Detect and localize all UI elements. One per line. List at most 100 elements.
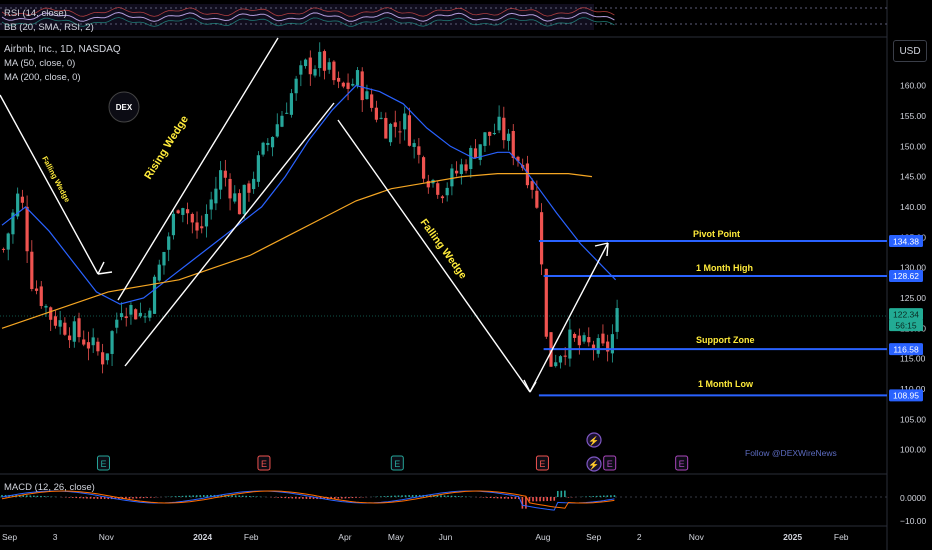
macd-histogram-bar (546, 497, 548, 502)
macd-tick-zero: 0.0000 (900, 493, 926, 503)
candle-body (185, 209, 190, 214)
earnings-icon[interactable] (96, 455, 110, 471)
month-high-label: 1 Month High (696, 263, 753, 273)
candle-body (455, 170, 459, 174)
macd-tick-neg: −10.00 (900, 516, 927, 526)
candle-body (421, 157, 426, 179)
month-low-label: 1 Month Low (698, 379, 754, 389)
currency-selector[interactable]: USD (893, 40, 927, 62)
macd-histogram-bar (610, 495, 612, 497)
candle-body (280, 115, 284, 127)
macd-histogram-bar (249, 496, 251, 497)
macd-histogram-bar (379, 496, 382, 497)
macd-histogram-bar (100, 497, 102, 499)
macd-pane (0, 490, 887, 511)
lightning-icon[interactable] (586, 432, 602, 448)
earnings-icon[interactable] (535, 455, 549, 471)
macd-histogram-bar (171, 496, 173, 497)
time-tick-label: Feb (244, 532, 259, 542)
macd-histogram-bar (298, 497, 301, 499)
candle-body (82, 339, 86, 345)
candle-body (285, 112, 289, 114)
macd-histogram-bar (539, 497, 541, 502)
candle-body (483, 132, 487, 146)
macd-histogram-bar (461, 496, 463, 497)
breakout-arrow (529, 242, 609, 393)
dex-logo-text: DEX (116, 103, 133, 112)
macd-histogram-bar (72, 497, 74, 498)
candle-body (417, 146, 421, 155)
candle-body (303, 59, 308, 67)
macd-label: MACD (12, 26, close) (4, 482, 95, 493)
macd-histogram-bar (132, 497, 134, 499)
macd-histogram-bar (206, 494, 209, 497)
macd-histogram-bar (454, 495, 456, 497)
macd-histogram-bar (305, 497, 308, 499)
lightning-markers[interactable]: ⚡ ⚡ (586, 432, 602, 472)
macd-histogram-bar (443, 495, 446, 497)
macd-histogram-bar (613, 495, 616, 497)
candle-body (1, 248, 6, 250)
earnings-icon[interactable] (675, 455, 689, 471)
dex-logo-circle (108, 91, 140, 123)
macd-histogram-bar (1, 494, 3, 497)
candle-body (209, 199, 213, 210)
rising-wedge-upper (117, 37, 279, 301)
candle-body (167, 236, 171, 250)
candle-body (313, 69, 317, 76)
macd-histogram-bar (93, 497, 95, 499)
price-tick-label: 160.00 (900, 81, 926, 91)
candle-body (219, 170, 223, 190)
candle-body (601, 333, 605, 344)
candle-body (11, 212, 15, 235)
rsi-label: RSI (14, close) (4, 8, 67, 19)
earnings-icon[interactable] (603, 455, 617, 471)
candle-body (327, 62, 331, 70)
candle-body (53, 316, 58, 326)
macd-histogram-bar (43, 496, 46, 497)
candle-body (143, 316, 147, 318)
candle-body (25, 206, 29, 252)
candle-body (341, 82, 345, 87)
breakout-arrowhead-a (594, 242, 609, 247)
price-badge-label: 128.62 (893, 271, 919, 281)
lightning-icon[interactable] (586, 456, 602, 472)
macd-histogram-bar (588, 496, 591, 497)
earnings-icon[interactable] (390, 455, 404, 471)
macd-histogram-bar (25, 495, 28, 497)
candle-body (610, 334, 614, 354)
candle-body (577, 335, 581, 346)
price-tick-label: 155.00 (900, 111, 926, 121)
macd-histogram-bar (273, 497, 276, 498)
macd-histogram-bar (302, 497, 304, 499)
macd-histogram-bar (309, 497, 311, 499)
candle-body (91, 337, 95, 346)
macd-histogram-bar (337, 497, 340, 499)
macd-histogram-bar (139, 497, 141, 499)
price-badge (889, 343, 923, 356)
candle-body (596, 338, 600, 354)
candle-body (6, 233, 10, 250)
candle-body (544, 268, 548, 337)
macd-histogram-bar (521, 497, 524, 509)
candle-body (20, 196, 24, 203)
candle-body (247, 183, 251, 193)
macd-histogram-bar (415, 494, 417, 497)
macd-histogram-bar (411, 495, 414, 497)
candle-body (294, 78, 298, 94)
macd-histogram-bar (507, 497, 510, 499)
breakout-arrowhead-b (606, 242, 609, 257)
earnings-icon[interactable] (257, 455, 271, 471)
macd-histogram-bar (22, 495, 25, 497)
price-tick-label: 150.00 (900, 141, 926, 151)
support-zone-label: Support Zone (696, 335, 755, 345)
candle-body (214, 188, 218, 204)
earnings-icon-letter: E (261, 459, 267, 469)
candle-body (502, 117, 506, 141)
candle-body (101, 352, 105, 365)
macd-histogram-bar (344, 497, 347, 499)
candle-body (492, 133, 496, 135)
candle-body (44, 305, 48, 308)
